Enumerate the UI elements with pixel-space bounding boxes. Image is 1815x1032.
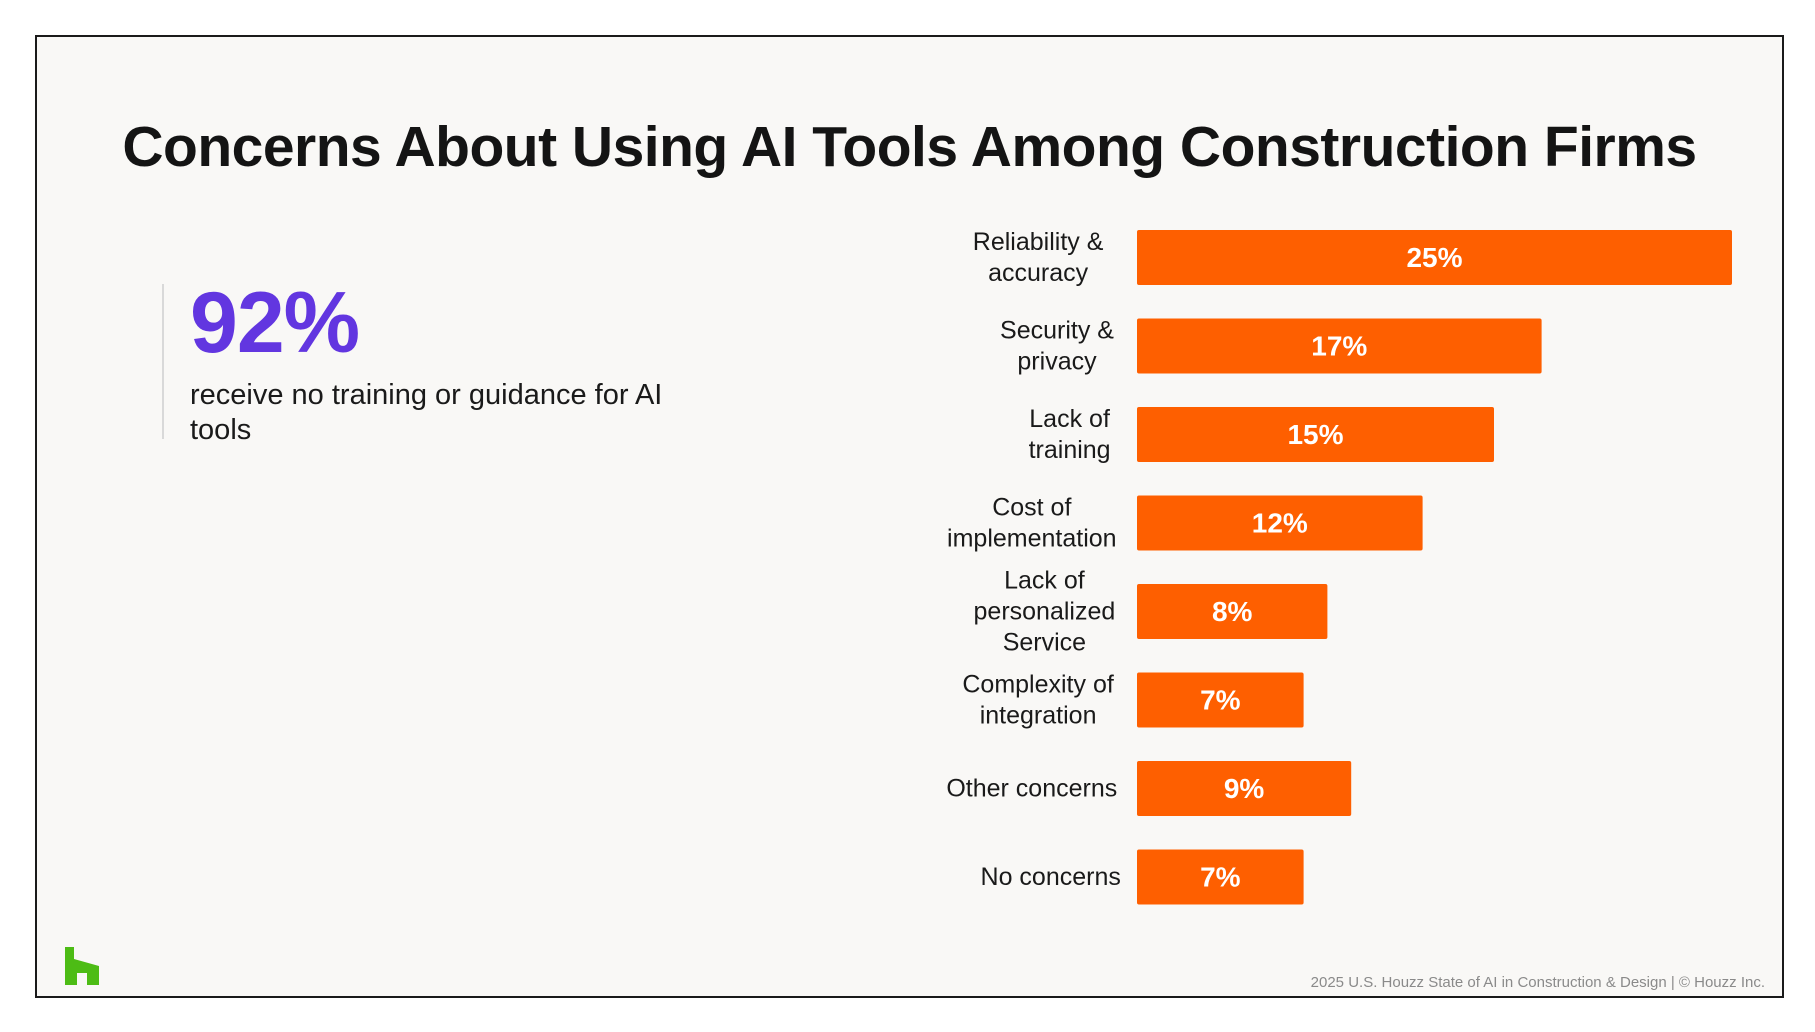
bar-value-label: 8% (1212, 596, 1253, 627)
bar (1137, 407, 1494, 462)
bar-value-label: 12% (1252, 508, 1308, 539)
slide-title: Concerns About Using AI Tools Among Cons… (122, 115, 1697, 179)
stat-callout: 92% receive no training or guidance for … (162, 280, 762, 446)
bar (1137, 761, 1352, 816)
concerns-bar-chart: 25% Reliability & accuracy 17% Security & pri… (946, 228, 1732, 905)
slide: Concerns About Using AI Tools Among Cons… (35, 35, 1784, 998)
category-label: Security & privacy (1000, 317, 1114, 376)
bar-value-label: 9% (1224, 773, 1265, 804)
bar-value-label: 15% (1287, 419, 1343, 450)
bar (1137, 318, 1542, 374)
bar (1137, 672, 1304, 728)
bar (1137, 584, 1328, 639)
bar-value-label: 25% (1406, 242, 1462, 273)
bar-value-label: 7% (1200, 862, 1241, 893)
houzz-logo-icon (65, 947, 99, 985)
bar (1137, 849, 1304, 905)
category-label: Lack of training (1029, 405, 1111, 464)
category-label: Reliability & accuracy (973, 228, 1104, 287)
category-label: No concerns (981, 863, 1121, 891)
bar (1137, 495, 1423, 551)
bar-value-label: 17% (1311, 331, 1367, 362)
bar-value-label: 7% (1200, 685, 1241, 716)
bar (1137, 230, 1732, 285)
category-label: Cost of implementation (947, 494, 1117, 553)
footer-credit: 2025 U.S. Houzz State of AI in Construct… (1310, 974, 1765, 991)
stat-value: 92% (190, 275, 360, 371)
category-label: Other concerns (946, 775, 1117, 803)
category-label: Complexity of integration (962, 671, 1113, 730)
stat-description: receive no training or guidance for AI t… (190, 379, 663, 447)
category-label: Lack of personalized Service (974, 567, 1116, 657)
